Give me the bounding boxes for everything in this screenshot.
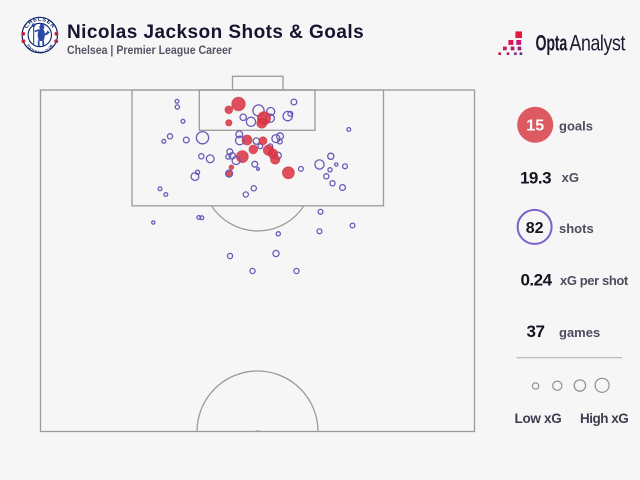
svg-text:Analyst: Analyst (570, 31, 626, 55)
svg-text:games: games (559, 325, 600, 340)
svg-text:xG: xG (562, 170, 579, 185)
svg-text:goals: goals (559, 119, 593, 134)
svg-text:xG per shot: xG per shot (560, 273, 629, 288)
svg-text:Low xG: Low xG (515, 411, 562, 426)
svg-text:37: 37 (527, 322, 545, 341)
svg-text:82: 82 (526, 220, 544, 237)
svg-text:High xG: High xG (580, 411, 628, 426)
svg-text:Opta: Opta (536, 30, 568, 55)
svg-text:15: 15 (526, 118, 544, 135)
svg-text:shots: shots (559, 221, 594, 236)
svg-text:19.3: 19.3 (520, 168, 551, 187)
svg-text:0.24: 0.24 (520, 270, 552, 289)
